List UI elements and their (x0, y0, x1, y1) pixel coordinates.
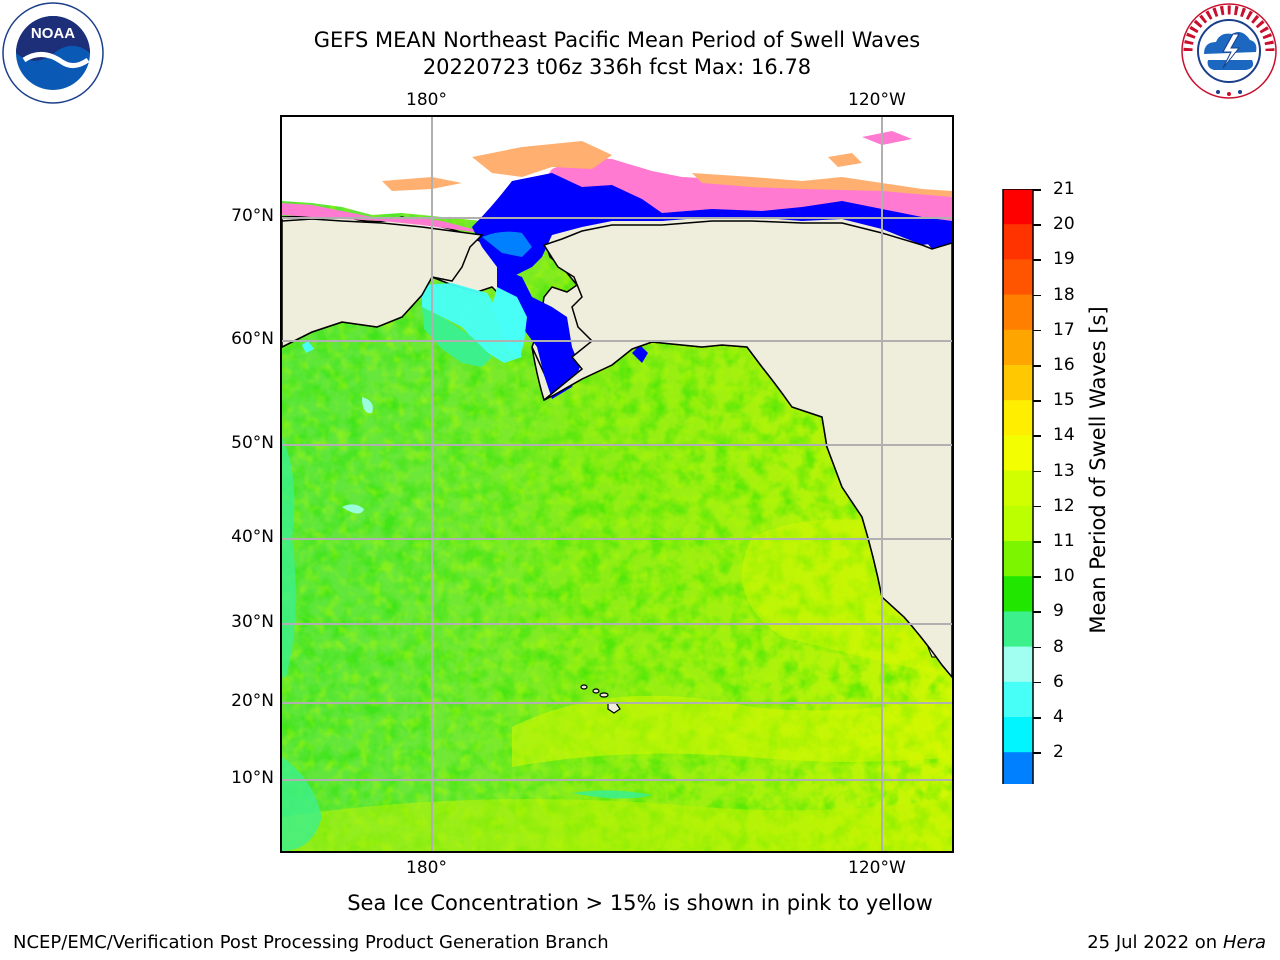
colorbar-tick-label: 15 (1053, 390, 1075, 411)
nws-logo (1178, 2, 1280, 102)
colorbar-title: Mean Period of Swell Waves [s] (1086, 306, 1110, 634)
lon-label-bottom-180: 180° (406, 858, 447, 878)
lat-label-70n: 70°N (231, 206, 274, 226)
colorbar-tick-label: 21 (1053, 179, 1075, 199)
lat-label-60n: 60°N (231, 329, 274, 349)
map-subtitle: 20220723 t06z 336h fcst Max: 16.78 (422, 55, 812, 79)
colorbar-tick-label: 4 (1053, 707, 1064, 727)
lat-label-20n: 20°N (231, 691, 274, 711)
footer-machine: Hera (1222, 932, 1266, 953)
colorbar-bin (1003, 611, 1033, 648)
colorbar-tick-label: 16 (1053, 355, 1075, 375)
lat-label-50n: 50°N (231, 433, 274, 453)
colorbar-bin (1003, 259, 1033, 296)
graticule (282, 117, 952, 851)
lat-label-10n: 10°N (231, 768, 274, 788)
colorbar-tick-mark (1033, 435, 1041, 437)
colorbar-bin (1003, 541, 1033, 577)
colorbar-tick-mark (1033, 717, 1041, 719)
colorbar-tick-mark (1033, 400, 1041, 402)
colorbar-tick-label: 10 (1053, 566, 1075, 587)
colorbar-tick-label: 17 (1053, 319, 1075, 340)
colorbar-tick-label: 20 (1053, 214, 1075, 235)
colorbar-tick-mark (1033, 365, 1041, 367)
colorbar-bin (1003, 400, 1033, 436)
lon-label-bottom-120w: 120°W (848, 858, 906, 878)
colorbar-bin (1003, 189, 1033, 225)
colorbar-tick-mark (1033, 294, 1041, 297)
lat-label-30n: 30°N (231, 612, 274, 632)
colorbar-tick-label: 9 (1053, 601, 1064, 622)
colorbar-tick-mark (1033, 224, 1041, 226)
colorbar-bin (1003, 576, 1033, 612)
colorbar-bin (1003, 717, 1033, 753)
colorbar-tick-label: 13 (1053, 460, 1075, 481)
noaa-logo: NOAA (2, 2, 104, 104)
colorbar-tick-label: 19 (1053, 249, 1075, 270)
lon-label-top-180: 180° (406, 90, 447, 110)
lat-label-40n: 40°N (231, 527, 274, 547)
colorbar-tick-mark (1033, 681, 1041, 684)
colorbar-bin (1003, 435, 1033, 472)
colorbar-tick-mark (1033, 752, 1041, 754)
colorbar-tick-mark (1033, 541, 1041, 543)
colorbar-border (1002, 188, 1034, 788)
colorbar-tick-mark (1033, 576, 1041, 578)
colorbar-tick-mark (1033, 189, 1041, 191)
colorbar-tick-mark (1033, 329, 1041, 332)
lon-label-top-120w: 120°W (848, 90, 906, 110)
colorbar-tick-label: 18 (1053, 284, 1075, 305)
swell-period-map (280, 115, 954, 853)
footer-producer: NCEP/EMC/Verification Post Processing Pr… (13, 932, 609, 953)
colorbar-bin (1003, 505, 1033, 542)
colorbar-bin (1003, 681, 1033, 718)
colorbar-tick-label: 6 (1053, 671, 1064, 692)
footer-date: 25 Jul 2022 on (1087, 932, 1223, 953)
colorbar-tick-mark (1033, 470, 1041, 473)
colorbar-bin (1003, 470, 1033, 507)
colorbar-tick-label: 8 (1053, 636, 1064, 657)
colorbar (1001, 188, 1035, 817)
colorbar-bin (1003, 646, 1033, 683)
colorbar-bin (1003, 224, 1033, 260)
colorbar-tick-label: 11 (1053, 531, 1075, 551)
noaa-logo-text: NOAA (31, 25, 75, 42)
map-title: GEFS MEAN Northeast Pacific Mean Period … (313, 28, 921, 52)
colorbar-tick-mark (1033, 259, 1041, 261)
colorbar-bin (1003, 752, 1033, 788)
footer-run-info: 25 Jul 2022 on Hera (1087, 932, 1266, 954)
colorbar-tick-label: 2 (1053, 742, 1064, 763)
colorbar-bin (1003, 365, 1033, 401)
colorbar-tick-label: 14 (1053, 425, 1075, 446)
hawaii-islands (580, 684, 621, 714)
colorbar-tick-mark (1033, 611, 1041, 613)
low-period-region (302, 173, 952, 399)
colorbar-bin (1003, 329, 1033, 366)
sea-ice-note: Sea Ice Concentration > 15% is shown in … (347, 891, 933, 915)
colorbar-tick-mark (1033, 505, 1041, 508)
colorbar-bins (1001, 188, 1035, 817)
colorbar-tick-label: 12 (1053, 495, 1075, 516)
colorbar-bin (1003, 294, 1033, 331)
colorbar-tick-mark (1033, 646, 1041, 649)
